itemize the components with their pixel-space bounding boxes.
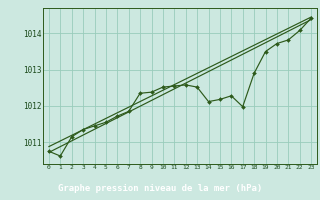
Text: Graphe pression niveau de la mer (hPa): Graphe pression niveau de la mer (hPa) [58, 184, 262, 193]
